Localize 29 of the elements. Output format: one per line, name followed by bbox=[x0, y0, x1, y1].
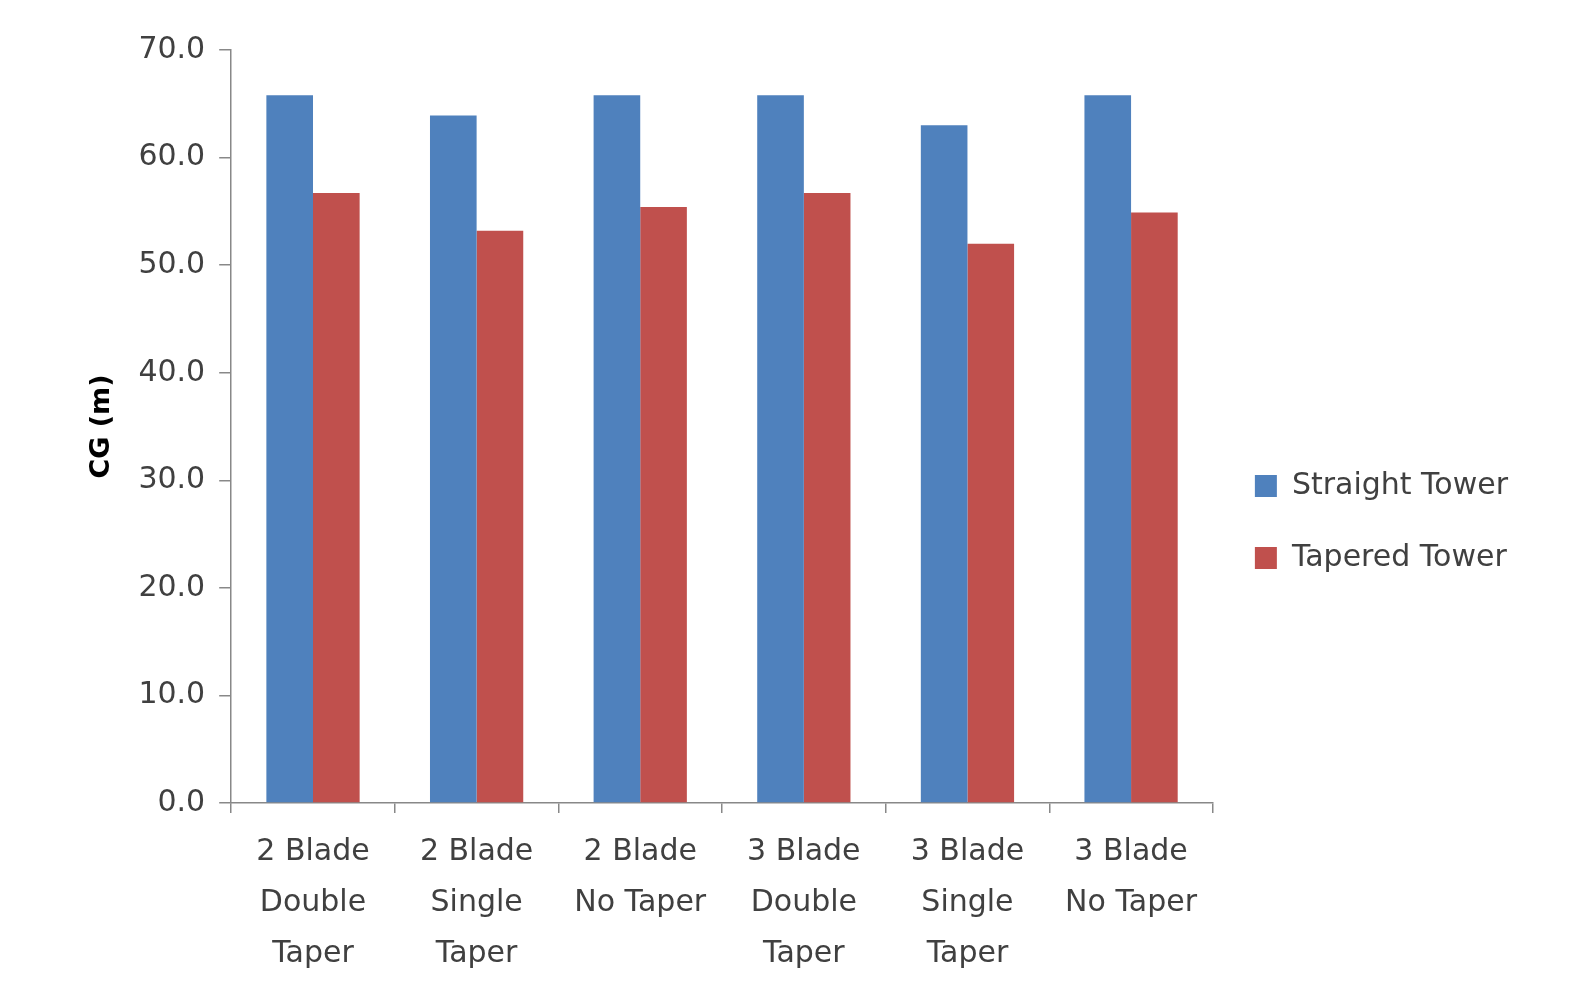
bar bbox=[640, 207, 687, 803]
bar bbox=[967, 243, 1015, 803]
x-tick-label: 2 Blade No Taper bbox=[574, 832, 707, 919]
legend-label: Tapered Tower bbox=[1290, 537, 1508, 573]
bar bbox=[593, 95, 641, 803]
legend-label: Straight Tower bbox=[1291, 465, 1509, 501]
bar bbox=[313, 193, 360, 803]
bar bbox=[1084, 95, 1132, 803]
y-tick-label: 0.0 bbox=[157, 782, 206, 818]
y-tick-label: 50.0 bbox=[138, 244, 206, 280]
y-tick-label: 30.0 bbox=[138, 460, 206, 496]
x-tick-label: 2 Blade Single Taper bbox=[419, 832, 534, 970]
bar bbox=[920, 125, 968, 803]
bar bbox=[266, 95, 313, 803]
bar bbox=[803, 193, 851, 803]
y-tick-label: 70.0 bbox=[138, 29, 206, 65]
bar bbox=[757, 95, 804, 803]
bar bbox=[1131, 212, 1178, 803]
x-tick-label: 3 Blade No Taper bbox=[1065, 832, 1198, 919]
x-tick-label: 2 Blade Double Taper bbox=[256, 832, 370, 970]
y-tick-label: 60.0 bbox=[138, 137, 206, 173]
y-tick-label: 10.0 bbox=[138, 675, 206, 711]
y-tick-label: 40.0 bbox=[138, 352, 206, 388]
bar bbox=[476, 230, 524, 803]
y-axis-title: CG (m) bbox=[84, 374, 116, 479]
y-tick-label: 20.0 bbox=[138, 567, 206, 603]
x-tick-label: 3 Blade Double Taper bbox=[747, 832, 861, 970]
x-tick-label: 3 Blade Single Taper bbox=[910, 832, 1025, 970]
bar bbox=[429, 115, 477, 803]
